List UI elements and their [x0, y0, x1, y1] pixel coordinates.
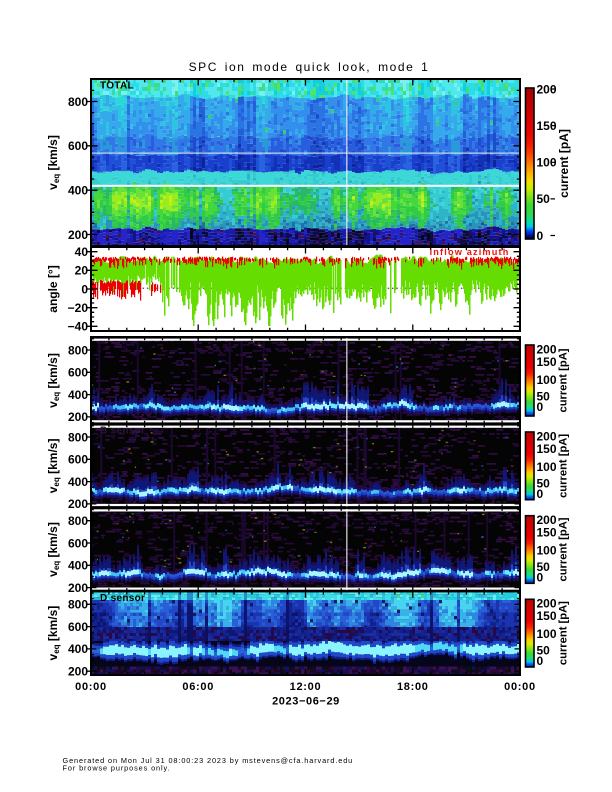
svg-text:800: 800 — [68, 95, 88, 109]
svg-text:200: 200 — [68, 665, 88, 679]
svg-text:current [pA]: current [pA] — [558, 434, 570, 498]
svg-text:inflow azimuth: inflow azimuth — [430, 247, 510, 257]
svg-text:200: 200 — [68, 228, 88, 242]
svg-text:200: 200 — [537, 429, 557, 443]
svg-text:150: 150 — [537, 119, 557, 133]
svg-text:600: 600 — [68, 139, 88, 153]
svg-text:−40: −40 — [68, 320, 89, 334]
svg-text:800: 800 — [68, 514, 88, 528]
svg-text:100: 100 — [537, 460, 557, 474]
svg-text:200: 200 — [537, 513, 557, 527]
svg-text:00:00: 00:00 — [504, 681, 536, 693]
svg-text:For browse purposes only.: For browse purposes only. — [63, 764, 171, 773]
svg-text:06:00: 06:00 — [182, 681, 214, 693]
svg-text:00:00: 00:00 — [75, 681, 107, 693]
svg-text:current [pA]: current [pA] — [558, 348, 570, 412]
svg-text:100: 100 — [537, 627, 557, 641]
svg-text:800: 800 — [68, 343, 88, 357]
svg-text:50: 50 — [537, 560, 551, 574]
svg-text:100: 100 — [537, 156, 557, 170]
svg-text:0: 0 — [537, 571, 544, 585]
svg-text:200: 200 — [537, 342, 557, 356]
svg-text:400: 400 — [68, 184, 88, 198]
svg-text:40: 40 — [75, 245, 89, 259]
svg-text:current [pA]: current [pA] — [558, 517, 570, 581]
svg-text:600: 600 — [68, 536, 88, 550]
svg-text:angle [°]: angle [°] — [46, 265, 60, 312]
svg-text:0: 0 — [537, 229, 544, 243]
svg-text:600: 600 — [68, 366, 88, 380]
svg-text:0: 0 — [537, 400, 544, 414]
svg-text:SPC ion mode quick look, mode: SPC ion mode quick look, mode 1 — [189, 60, 430, 74]
svg-text:200: 200 — [68, 497, 88, 511]
svg-text:100: 100 — [537, 373, 557, 387]
svg-text:150: 150 — [537, 355, 557, 369]
svg-text:0: 0 — [81, 282, 88, 296]
svg-text:current [pA]: current [pA] — [557, 129, 571, 198]
svg-text:20: 20 — [75, 264, 89, 278]
svg-text:600: 600 — [68, 620, 88, 634]
svg-text:150: 150 — [537, 609, 557, 623]
svg-text:150: 150 — [537, 526, 557, 540]
svg-text:200: 200 — [537, 82, 557, 96]
svg-text:0: 0 — [537, 487, 544, 501]
svg-text:400: 400 — [68, 559, 88, 573]
svg-text:50: 50 — [537, 389, 551, 403]
svg-text:50: 50 — [537, 644, 551, 658]
svg-text:2023−06−29: 2023−06−29 — [272, 696, 340, 708]
svg-text:12:00: 12:00 — [290, 681, 322, 693]
svg-text:0: 0 — [537, 654, 544, 668]
svg-text:B sensor: B sensor — [100, 426, 145, 437]
svg-text:50: 50 — [537, 476, 551, 490]
svg-text:200: 200 — [537, 597, 557, 611]
svg-text:−20: −20 — [68, 301, 89, 315]
svg-text:400: 400 — [68, 642, 88, 656]
svg-text:D sensor: D sensor — [100, 593, 145, 604]
svg-text:18:00: 18:00 — [397, 681, 429, 693]
svg-text:800: 800 — [68, 430, 88, 444]
svg-text:50: 50 — [537, 192, 551, 206]
svg-text:150: 150 — [537, 442, 557, 456]
svg-text:400: 400 — [68, 475, 88, 489]
svg-text:current [pA]: current [pA] — [558, 601, 570, 665]
svg-text:100: 100 — [537, 544, 557, 558]
svg-text:TOTAL: TOTAL — [100, 81, 134, 92]
svg-text:200: 200 — [68, 581, 88, 595]
svg-text:Generated on Mon Jul 31 08:00:: Generated on Mon Jul 31 08:00:23 2023 by… — [63, 756, 354, 765]
svg-text:600: 600 — [68, 453, 88, 467]
svg-text:200: 200 — [68, 410, 88, 424]
svg-text:400: 400 — [68, 388, 88, 402]
svg-text:800: 800 — [68, 598, 88, 612]
